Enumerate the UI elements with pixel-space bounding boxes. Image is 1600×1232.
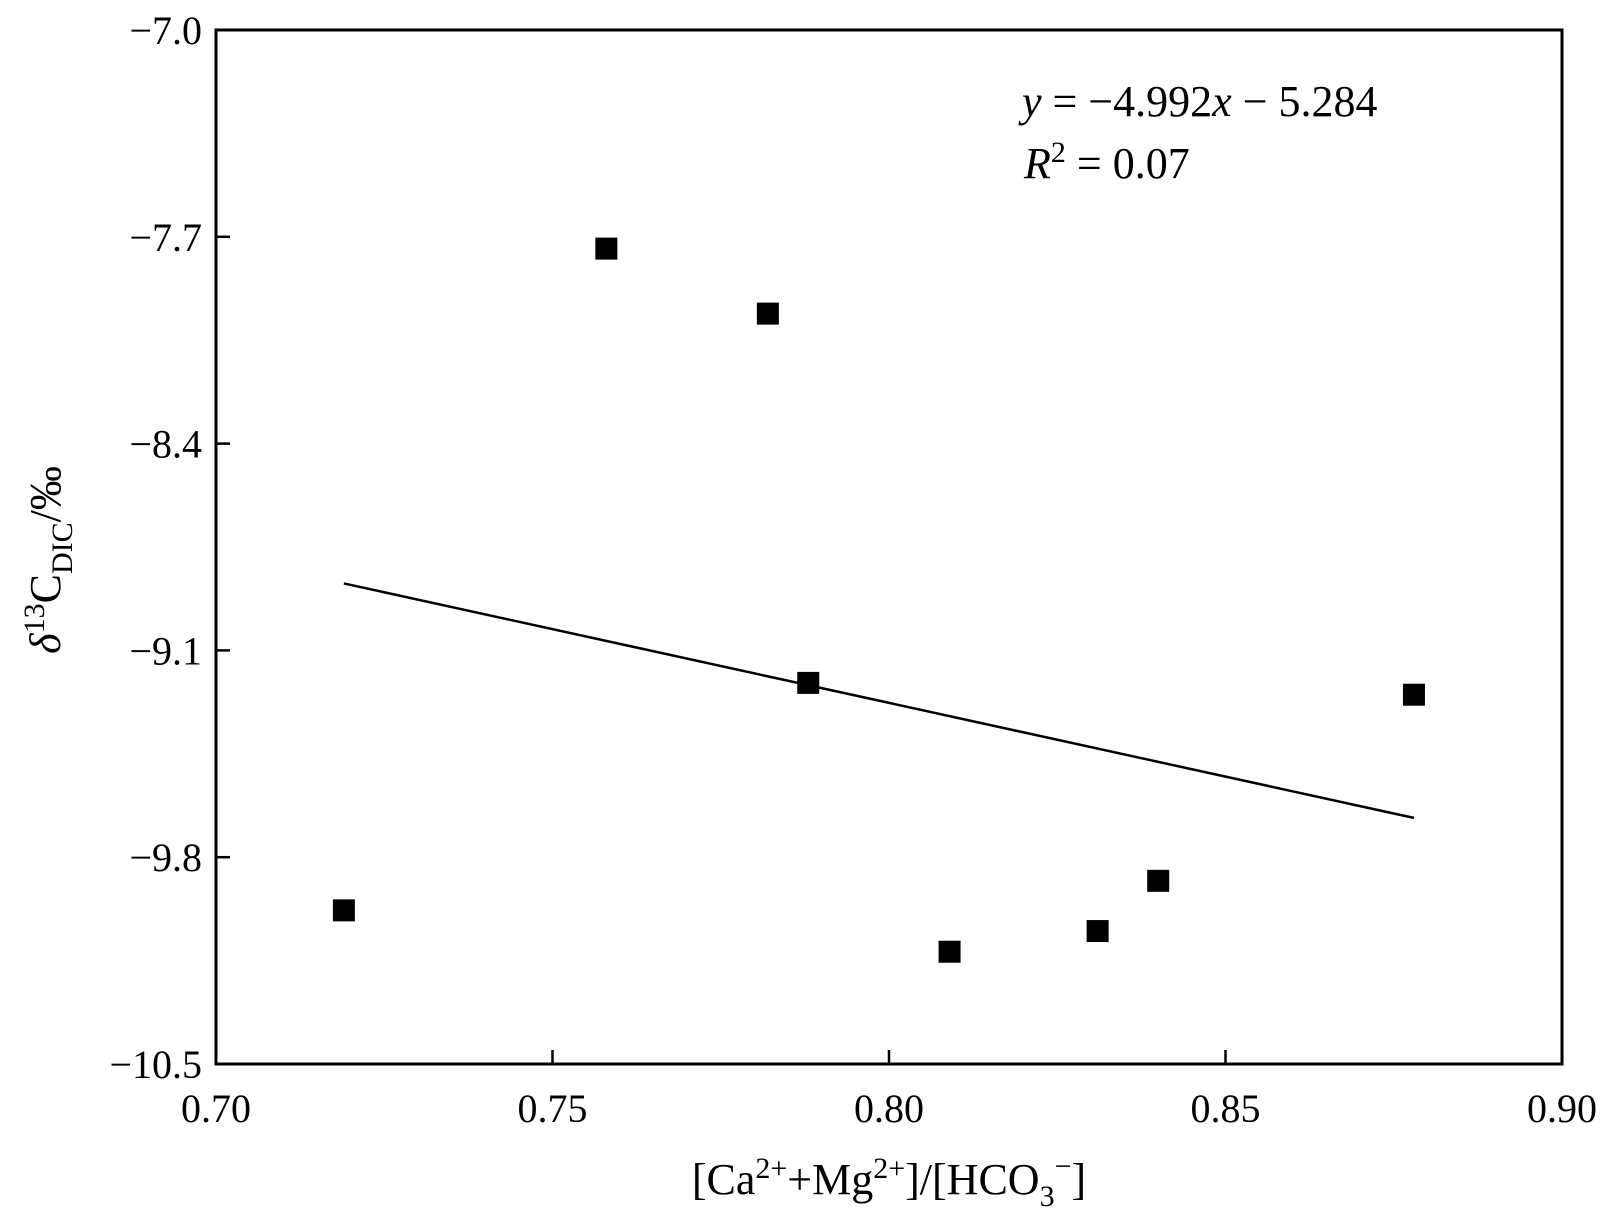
y-axis-title: δ13CDIC/‰ — [18, 466, 79, 654]
r-squared: R2 = 0.07 — [1023, 136, 1190, 188]
data-point — [1402, 683, 1425, 706]
x-tick-label: 0.80 — [854, 1086, 924, 1131]
y-tick-label: −9.8 — [129, 835, 202, 880]
y-tick-label: −9.1 — [129, 628, 202, 673]
regression-line — [343, 582, 1415, 820]
x-tick-label: 0.70 — [181, 1086, 251, 1131]
data-point — [1086, 920, 1109, 943]
data-point — [938, 940, 961, 963]
x-tick-label: 0.75 — [518, 1086, 588, 1131]
data-point — [595, 237, 618, 260]
x-axis-title: [Ca2++Mg2+]/[HCO3−] — [692, 1150, 1086, 1213]
plot-frame — [214, 28, 1564, 1066]
y-tick-label: −10.5 — [109, 1042, 202, 1087]
data-point — [756, 302, 779, 325]
regression-equation: y = −4.992x − 5.284 — [1018, 77, 1378, 126]
x-tick-label: 0.85 — [1191, 1086, 1261, 1131]
y-tick-label: −7.7 — [129, 215, 202, 260]
data-points — [332, 237, 1425, 963]
x-axis-ticks: 0.70 0.75 0.80 0.85 0.90 — [181, 1050, 1597, 1131]
y-tick-label: −8.4 — [129, 422, 202, 467]
y-tick-label: −7.0 — [129, 8, 202, 53]
x-tick-label: 0.90 — [1527, 1086, 1597, 1131]
y-axis-ticks: −7.0 −7.7 −8.4 −9.1 −9.8 −10.5 — [109, 8, 230, 1087]
data-point — [332, 899, 355, 922]
data-point — [1147, 869, 1170, 892]
data-point — [797, 671, 820, 694]
